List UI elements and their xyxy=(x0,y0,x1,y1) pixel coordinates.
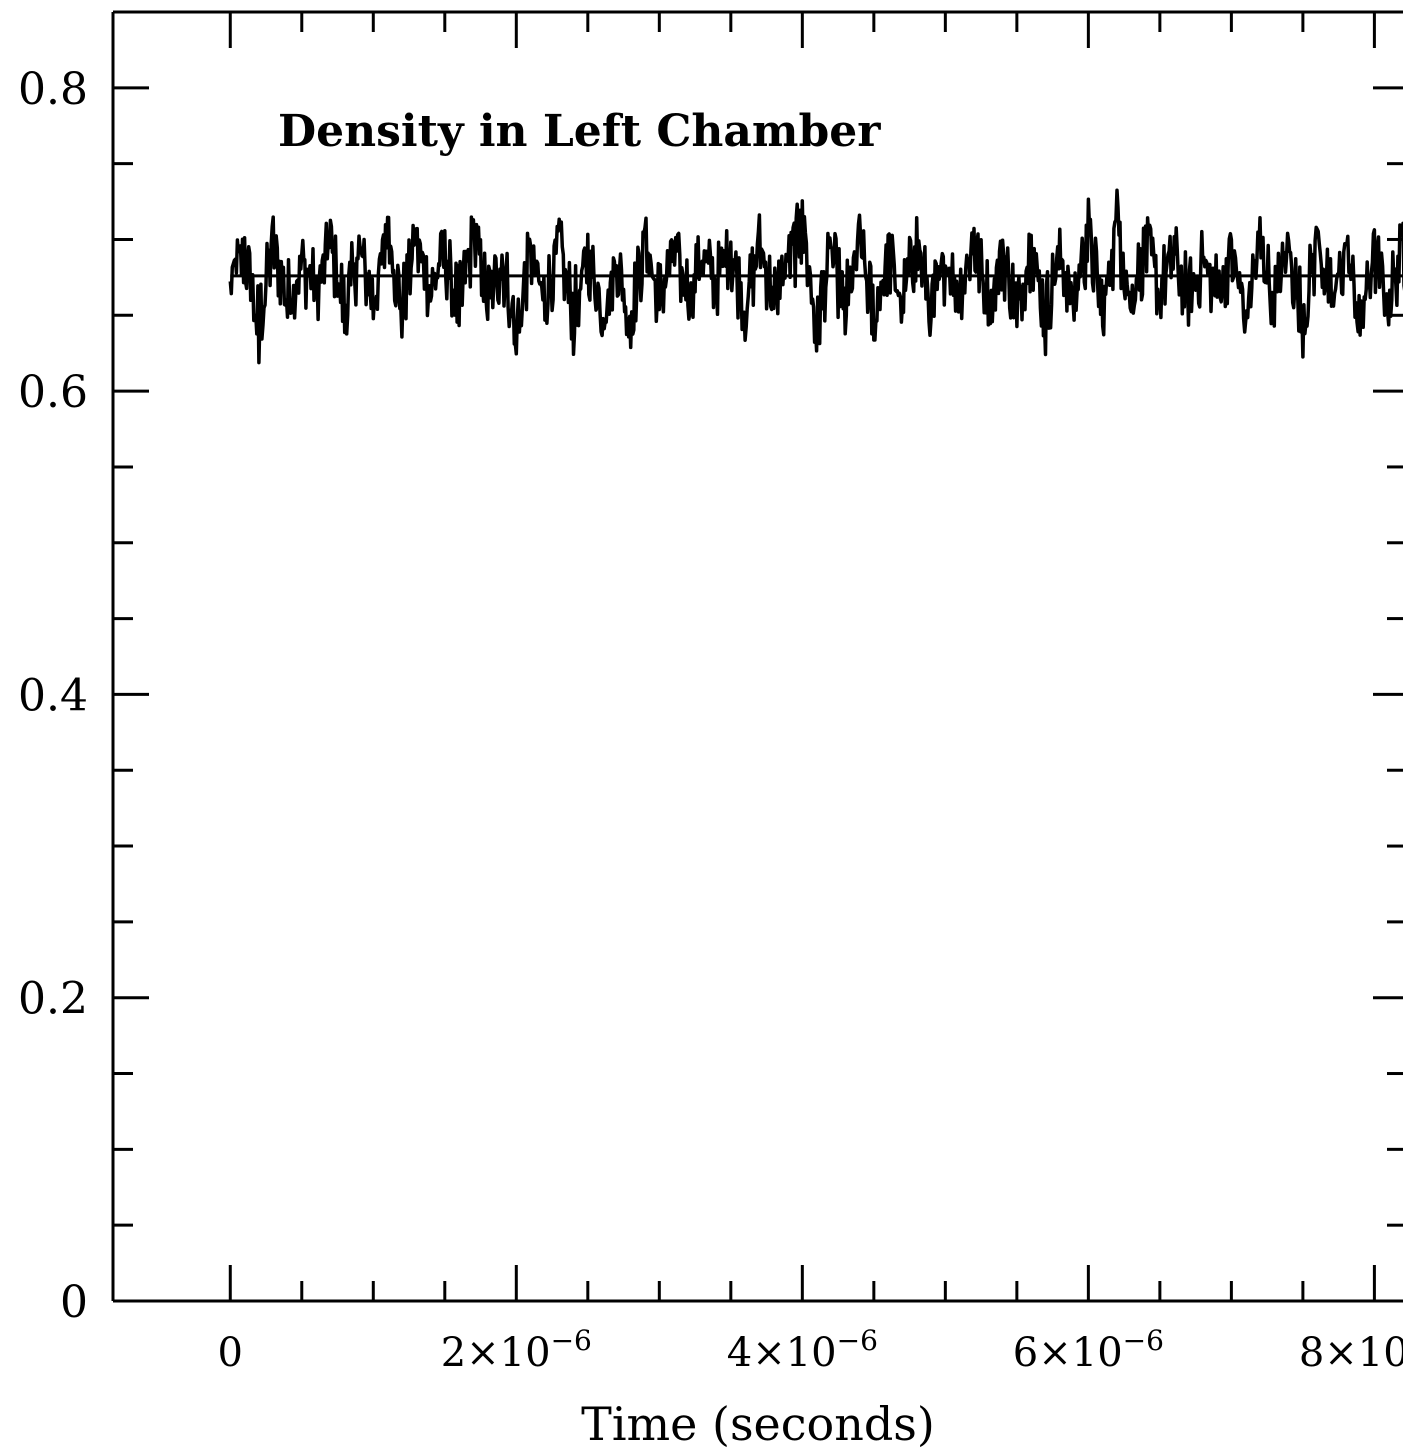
x-tick-label: 4×10−6 xyxy=(727,1324,878,1376)
axis-ticks xyxy=(113,10,1403,1303)
y-tick-label: 0.4 xyxy=(18,670,88,721)
x-tick-label: 8×10−6 xyxy=(1299,1324,1403,1376)
x-axis-label: Time (seconds) xyxy=(581,1397,935,1451)
x-tick-label: 2×10−6 xyxy=(441,1324,592,1376)
x-tick-exponent: −6 xyxy=(837,1324,878,1357)
x-tick-label: 6×10−6 xyxy=(1013,1324,1164,1376)
x-tick-exponent: −6 xyxy=(551,1324,592,1357)
y-tick-label: 0 xyxy=(60,1277,88,1328)
y-tick-label: 0.8 xyxy=(18,64,88,115)
y-tick-label: 0.6 xyxy=(18,367,88,418)
series-group xyxy=(228,188,1403,365)
chart-annotation: Density in Left Chamber xyxy=(278,106,881,157)
plot-frame xyxy=(111,10,1403,1303)
x-tick-label: 0 xyxy=(218,1330,243,1376)
x-tick-exponent: −6 xyxy=(1123,1324,1164,1357)
y-tick-labels: 0 0.2 0.4 0.6 0.8 xyxy=(18,64,88,1328)
x-tick-labels: 0 2×10−6 4×10−6 6×10−6 8×10−6 xyxy=(218,1324,1403,1376)
density-series-line xyxy=(228,188,1403,365)
y-tick-label: 0.2 xyxy=(18,974,88,1025)
